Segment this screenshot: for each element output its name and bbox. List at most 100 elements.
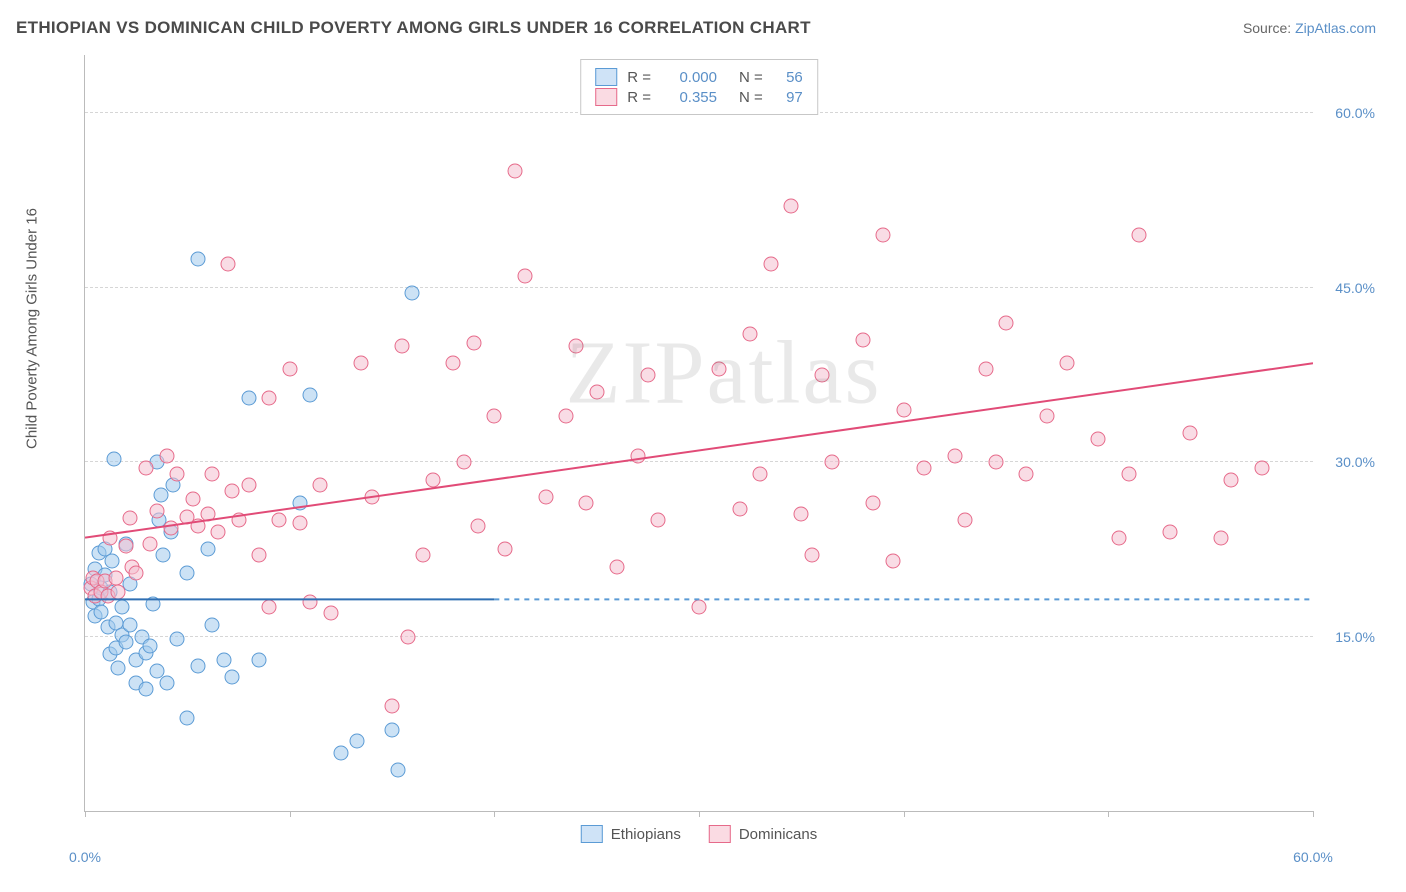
- data-point: [180, 565, 195, 580]
- data-point: [159, 449, 174, 464]
- x-tick: [904, 811, 905, 817]
- data-point: [391, 763, 406, 778]
- data-point: [313, 478, 328, 493]
- data-point: [303, 594, 318, 609]
- x-tick: [494, 811, 495, 817]
- plot-region: ZIPatlas R =0.000N =56R =0.355N =97 Ethi…: [84, 55, 1313, 812]
- source-link[interactable]: ZipAtlas.com: [1295, 20, 1376, 36]
- data-point: [350, 734, 365, 749]
- data-point: [385, 699, 400, 714]
- legend-n-label: N =: [739, 69, 763, 86]
- data-point: [538, 489, 553, 504]
- legend-series-item: Dominicans: [709, 825, 817, 843]
- data-point: [855, 332, 870, 347]
- data-point: [917, 460, 932, 475]
- data-point: [180, 710, 195, 725]
- data-point: [692, 600, 707, 615]
- data-point: [94, 605, 109, 620]
- data-point: [1132, 228, 1147, 243]
- data-point: [190, 519, 205, 534]
- data-point: [118, 538, 133, 553]
- data-point: [118, 635, 133, 650]
- data-point: [425, 472, 440, 487]
- data-point: [825, 455, 840, 470]
- data-point: [354, 356, 369, 371]
- data-point: [1019, 466, 1034, 481]
- legend-swatch: [595, 68, 617, 86]
- data-point: [225, 484, 240, 499]
- data-point: [200, 507, 215, 522]
- data-point: [159, 676, 174, 691]
- y-tick-label: 45.0%: [1335, 280, 1375, 296]
- data-point: [190, 251, 205, 266]
- data-point: [231, 513, 246, 528]
- data-point: [292, 515, 307, 530]
- data-point: [106, 451, 121, 466]
- data-point: [170, 466, 185, 481]
- legend-n-value: 97: [773, 89, 803, 106]
- legend-stat-row: R =0.355N =97: [595, 88, 803, 106]
- data-point: [323, 606, 338, 621]
- data-point: [292, 495, 307, 510]
- data-point: [651, 513, 666, 528]
- legend-series-label: Dominicans: [739, 826, 817, 843]
- data-point: [333, 745, 348, 760]
- data-point: [814, 367, 829, 382]
- data-point: [947, 449, 962, 464]
- data-point: [732, 501, 747, 516]
- legend-swatch: [709, 825, 731, 843]
- data-point: [415, 548, 430, 563]
- data-point: [630, 449, 645, 464]
- data-point: [401, 629, 416, 644]
- data-point: [466, 336, 481, 351]
- data-point: [123, 617, 138, 632]
- data-point: [487, 408, 502, 423]
- data-point: [143, 638, 158, 653]
- legend-series-item: Ethiopians: [581, 825, 681, 843]
- data-point: [886, 553, 901, 568]
- data-point: [610, 559, 625, 574]
- data-point: [978, 362, 993, 377]
- data-point: [753, 466, 768, 481]
- gridline: [85, 461, 1313, 462]
- y-tick-label: 60.0%: [1335, 105, 1375, 121]
- data-point: [507, 164, 522, 179]
- data-point: [149, 503, 164, 518]
- regression-lines: [85, 55, 1313, 811]
- data-point: [204, 466, 219, 481]
- data-point: [170, 631, 185, 646]
- data-point: [163, 521, 178, 536]
- data-point: [712, 362, 727, 377]
- data-point: [518, 269, 533, 284]
- data-point: [251, 652, 266, 667]
- legend-series-label: Ethiopians: [611, 826, 681, 843]
- data-point: [804, 548, 819, 563]
- data-point: [102, 530, 117, 545]
- data-point: [1039, 408, 1054, 423]
- chart-header: ETHIOPIAN VS DOMINICAN CHILD POVERTY AMO…: [0, 0, 1406, 48]
- data-point: [569, 338, 584, 353]
- x-tick-label: 0.0%: [69, 849, 101, 865]
- data-point: [262, 391, 277, 406]
- data-point: [446, 356, 461, 371]
- x-tick: [699, 811, 700, 817]
- data-point: [282, 362, 297, 377]
- data-point: [865, 495, 880, 510]
- data-point: [262, 600, 277, 615]
- data-point: [763, 257, 778, 272]
- x-tick-label: 60.0%: [1293, 849, 1333, 865]
- data-point: [405, 286, 420, 301]
- data-point: [988, 455, 1003, 470]
- data-point: [1183, 426, 1198, 441]
- data-point: [640, 367, 655, 382]
- data-point: [1224, 472, 1239, 487]
- data-point: [155, 548, 170, 563]
- data-point: [395, 338, 410, 353]
- data-point: [784, 199, 799, 214]
- legend-r-label: R =: [627, 89, 651, 106]
- data-point: [999, 315, 1014, 330]
- legend-series: Ethiopians Dominicans: [581, 825, 817, 843]
- legend-r-value: 0.000: [661, 69, 717, 86]
- data-point: [896, 402, 911, 417]
- data-point: [145, 596, 160, 611]
